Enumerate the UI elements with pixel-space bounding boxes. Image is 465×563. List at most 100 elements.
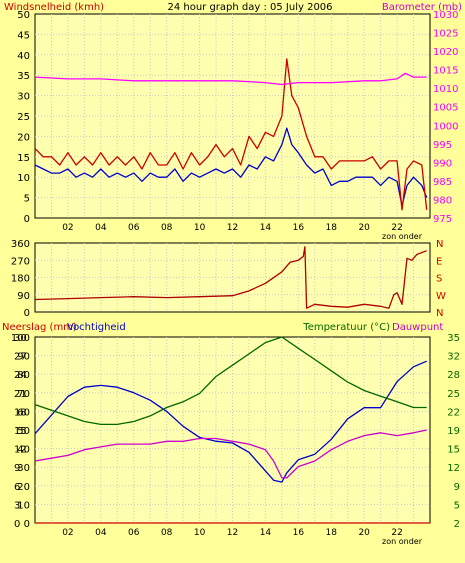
wind-axis-title: Windsnelheid (kmh) (4, 2, 104, 13)
temperature-axis-title: Temperatuur (°C) (302, 322, 390, 333)
x-tick-label: 16 (293, 223, 305, 233)
right-tick-label: 9 (454, 482, 460, 493)
x-tick-label: 04 (95, 528, 107, 538)
left-tick-label: 25 (17, 112, 30, 123)
left2-tick-label: 15 (14, 426, 27, 437)
series-windrichting (34, 246, 427, 309)
x-tick-label: 20 (358, 223, 370, 233)
compass-label: E (436, 256, 442, 267)
dewpoint-axis-title: Dauwpunt (392, 322, 443, 333)
right-tick-label: 980 (433, 195, 452, 206)
sunset-annotation: zon onder (382, 537, 423, 546)
left-tick-label: 5 (24, 194, 30, 205)
left-tick-label: 10 (17, 173, 30, 184)
right-tick-label: 995 (433, 140, 452, 151)
sunset-annotation: zon onder (382, 232, 423, 241)
right-tick-label: 32 (447, 352, 460, 363)
x-tick-label: 06 (128, 223, 140, 233)
left-tick-label: 35 (17, 71, 30, 82)
left-tick-label: 0 (24, 519, 30, 530)
right-tick-label: 1000 (433, 121, 458, 132)
left-tick-label: 270 (11, 256, 30, 267)
left-tick-label: 0 (24, 308, 30, 319)
left2-tick-label: 6 (14, 482, 20, 493)
right-tick-label: 22 (447, 407, 460, 418)
right-tick-label: 15 (447, 445, 460, 456)
compass-label: N (436, 239, 443, 250)
left-tick-label: 0 (24, 214, 30, 225)
x-tick-label: 22 (391, 528, 402, 538)
left2-tick-label: 30 (14, 333, 27, 344)
panels: 0510152025303540455097598098599099510001… (11, 10, 460, 546)
rain-axis-title: Neerslag (mm) (2, 322, 77, 333)
plot-area (34, 242, 431, 313)
x-tick-label: 18 (326, 223, 338, 233)
right-tick-label: 1020 (433, 47, 458, 58)
left2-tick-label: 3 (14, 500, 20, 511)
left2-tick-label: 9 (14, 463, 20, 474)
x-tick-label: 10 (194, 528, 206, 538)
x-tick-label: 10 (194, 223, 206, 233)
x-tick-label: 20 (358, 528, 370, 538)
left2-tick-label: 21 (14, 389, 27, 400)
x-tick-label: 16 (293, 528, 305, 538)
right-tick-label: 1010 (433, 84, 458, 95)
x-tick-label: 06 (128, 528, 140, 538)
x-tick-label: 14 (260, 528, 272, 538)
compass-label: N (436, 308, 443, 319)
series-windsnelheid (34, 127, 428, 207)
left-tick-label: 40 (17, 51, 30, 62)
series-temperatuur (34, 336, 427, 426)
left-tick-label: 50 (17, 10, 30, 21)
series-windstoten (34, 58, 428, 211)
right-tick-label: 1030 (433, 10, 458, 21)
compass-label: S (436, 274, 442, 285)
left-tick-label: 70 (17, 389, 30, 400)
left-tick-label: 50 (17, 426, 30, 437)
left-tick-label: 40 (17, 445, 30, 456)
left2-tick-label: 12 (14, 445, 27, 456)
right-tick-label: 5 (454, 500, 460, 511)
left-tick-label: 180 (11, 274, 30, 285)
right-tick-label: 19 (447, 426, 460, 437)
left2-tick-label: 0 (14, 519, 20, 530)
left-tick-label: 30 (17, 92, 30, 103)
left-tick-label: 100 (11, 333, 30, 344)
panel-1 (34, 13, 431, 219)
panel-2 (34, 242, 431, 313)
series-barometer (34, 72, 427, 86)
left-tick-label: 20 (17, 482, 30, 493)
left-tick-label: 10 (17, 500, 30, 511)
compass-label: W (436, 291, 446, 302)
right-tick-label: 28 (447, 370, 460, 381)
humidity-axis-title: Vochtigheid (67, 322, 126, 333)
x-tick-label: 12 (227, 223, 238, 233)
left-tick-label: 60 (17, 407, 30, 418)
panel-3 (34, 336, 431, 524)
left2-tick-label: 24 (14, 370, 27, 381)
left2-tick-label: 18 (14, 407, 27, 418)
right-tick-label: 1005 (433, 103, 458, 114)
right-tick-label: 12 (447, 463, 460, 474)
series-dauwpunt (34, 429, 427, 479)
right-tick-label: 25 (447, 389, 460, 400)
left-tick-label: 360 (11, 239, 30, 250)
right-tick-label: 990 (433, 158, 452, 169)
right-tick-label: 35 (447, 333, 460, 344)
series-vochtigheid (34, 360, 427, 483)
right-tick-label: 2 (454, 519, 460, 530)
left-tick-label: 15 (17, 153, 30, 164)
left2-tick-label: 27 (14, 352, 27, 363)
x-tick-label: 02 (62, 528, 73, 538)
right-tick-label: 1015 (433, 66, 458, 77)
x-tick-label: 14 (260, 223, 272, 233)
x-tick-label: 04 (95, 223, 107, 233)
right-tick-label: 985 (433, 177, 452, 188)
x-tick-label: 18 (326, 528, 338, 538)
x-tick-label: 02 (62, 223, 73, 233)
pressure-axis-title: Barometer (mb) (382, 2, 462, 13)
x-tick-label: 12 (227, 528, 238, 538)
chart-title: 24 hour graph day : 05 July 2006 (167, 2, 332, 13)
x-tick-label: 08 (161, 223, 173, 233)
x-tick-label: 22 (391, 223, 402, 233)
